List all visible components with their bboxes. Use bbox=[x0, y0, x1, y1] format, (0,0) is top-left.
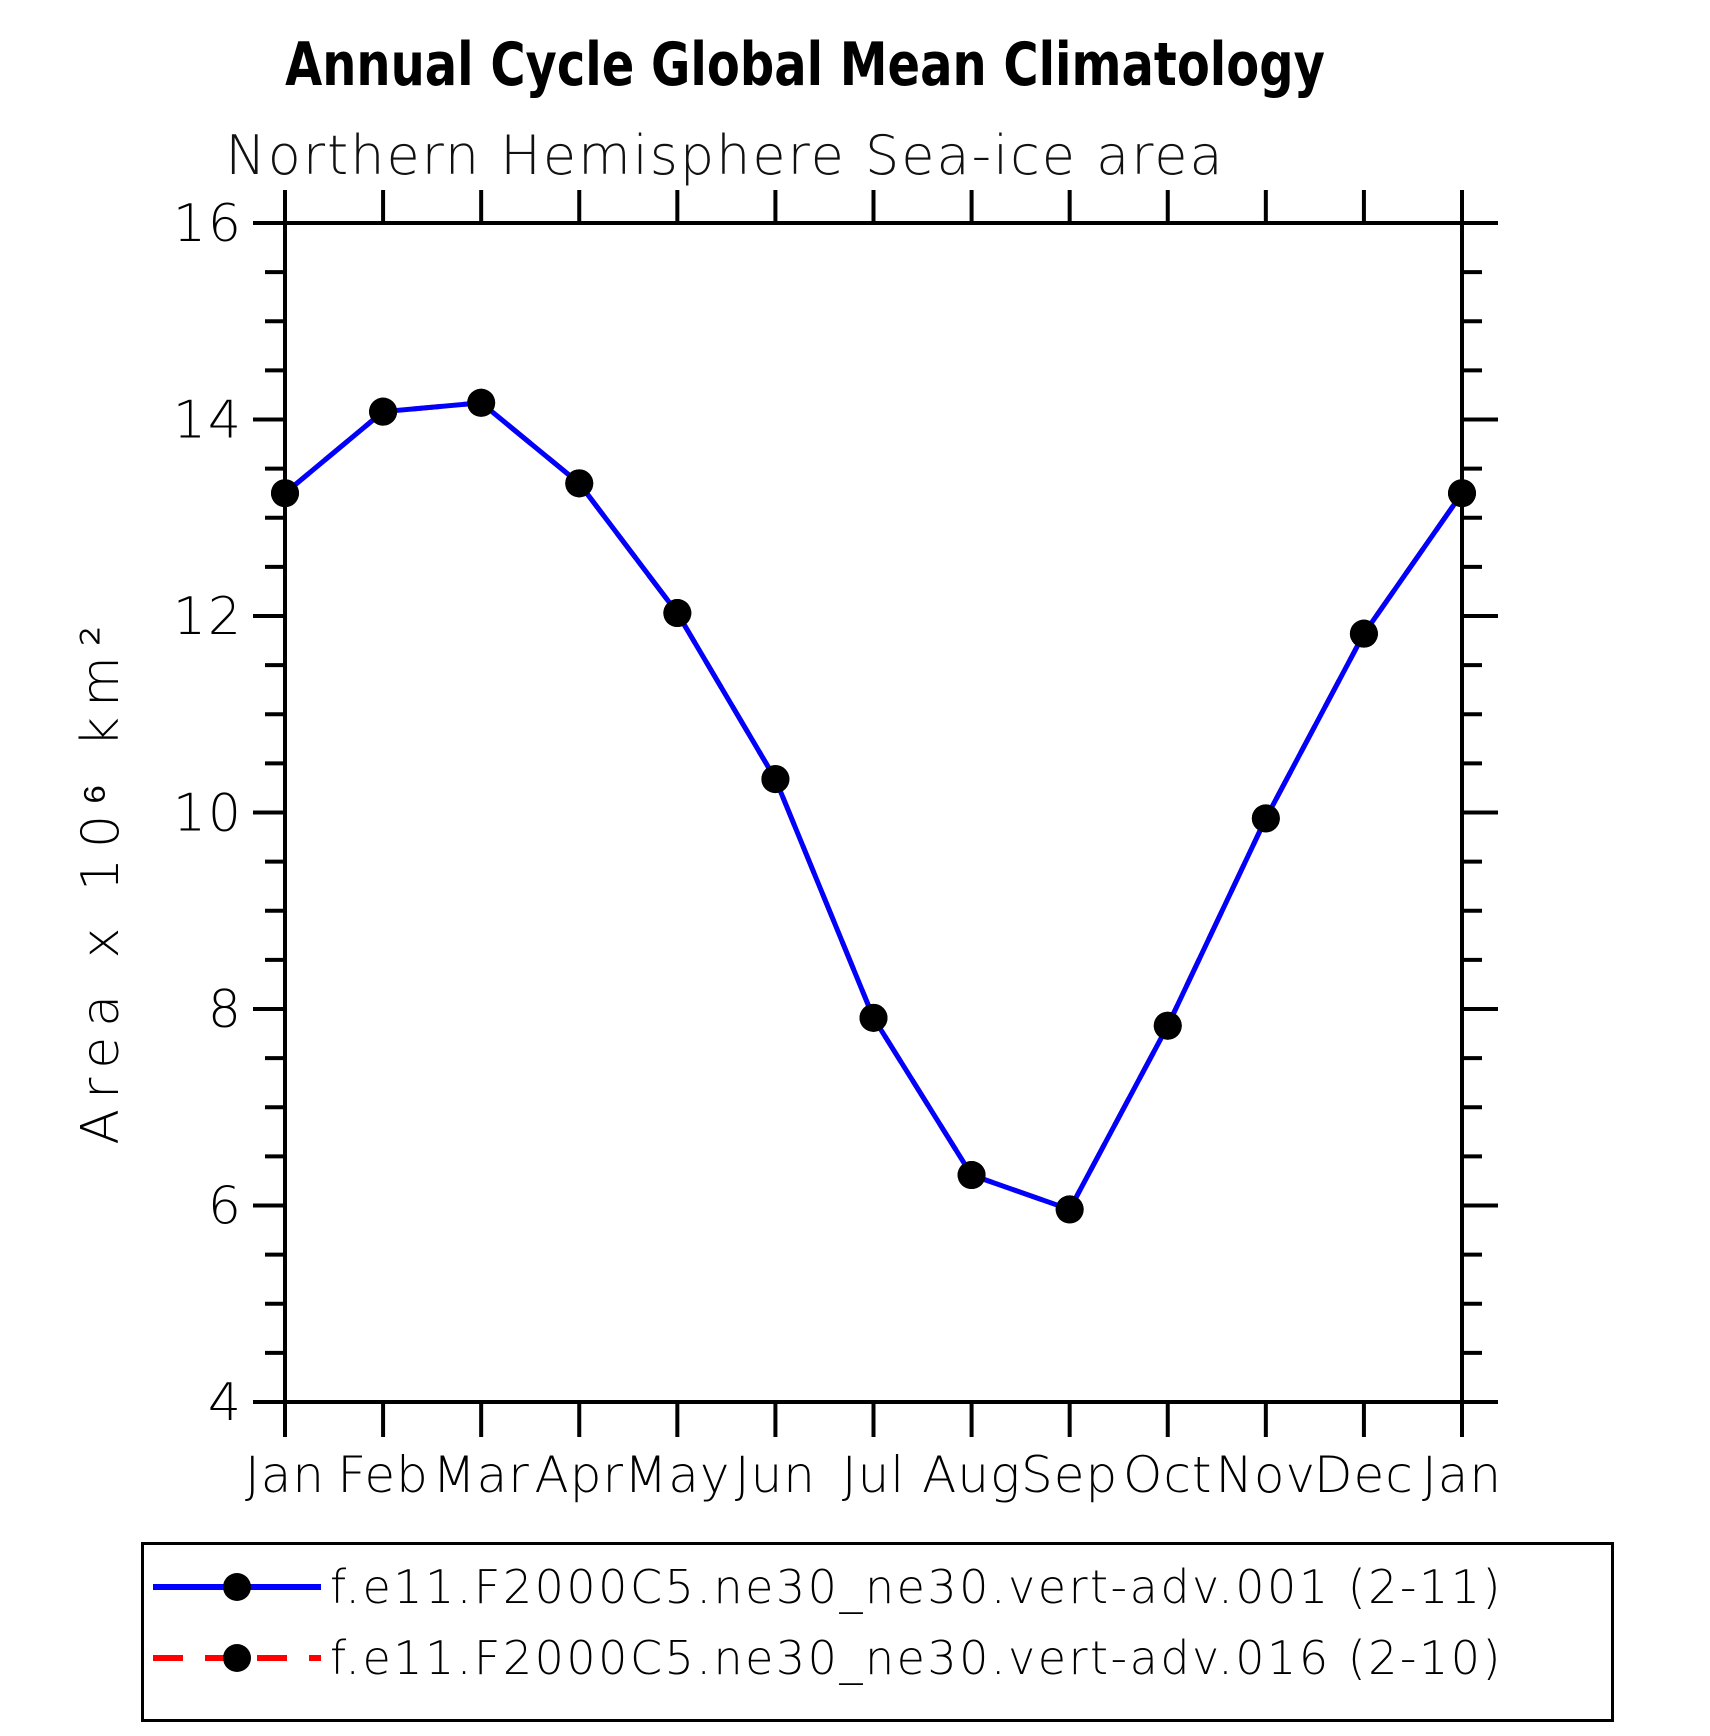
legend-marker-dot bbox=[223, 1573, 251, 1601]
x-tick-label: Aug bbox=[922, 1446, 1021, 1504]
y-tick-label: 14 bbox=[173, 391, 243, 451]
y-tick-label: 4 bbox=[208, 1373, 243, 1433]
x-tick-label: Feb bbox=[337, 1446, 429, 1504]
data-point-marker bbox=[467, 388, 496, 417]
x-tick-label: Jan bbox=[1422, 1446, 1502, 1504]
x-tick-label: May bbox=[624, 1446, 730, 1504]
x-tick-label: Oct bbox=[1123, 1446, 1212, 1504]
data-point-marker bbox=[663, 599, 692, 628]
x-tick-label: Dec bbox=[1314, 1446, 1414, 1504]
x-tick-label: Jan bbox=[245, 1446, 325, 1504]
y-tick-label: 10 bbox=[173, 784, 243, 844]
legend-label-series2: f.e11.F2000C5.ne30_ne30.vert-adv.016 (2-… bbox=[330, 1631, 1504, 1685]
data-point-marker bbox=[859, 1003, 888, 1032]
legend-marker-dot bbox=[223, 1644, 251, 1672]
data-series bbox=[271, 388, 1476, 1224]
data-point-marker bbox=[1448, 479, 1476, 508]
legend-entry-series2: f.e11.F2000C5.ne30_ne30.vert-adv.016 (2-… bbox=[149, 1631, 1504, 1685]
legend-sample-solid-blue bbox=[153, 1573, 321, 1601]
legend: f.e11.F2000C5.ne30_ne30.vert-adv.001 (2-… bbox=[141, 1542, 1614, 1722]
x-tick-label: Apr bbox=[535, 1446, 625, 1504]
series-line-dashed bbox=[283, 400, 1465, 1213]
data-point-marker bbox=[565, 469, 594, 498]
chart-title: Annual Cycle Global Mean Climatology bbox=[285, 30, 1325, 100]
chart-subtitle: Northern Hemisphere Sea-ice area bbox=[225, 124, 1225, 187]
axis-ticks bbox=[253, 190, 1498, 1437]
y-tick-label: 8 bbox=[208, 980, 243, 1040]
legend-sample-dashed-red bbox=[153, 1644, 321, 1672]
data-point-marker bbox=[271, 479, 299, 508]
data-point-marker bbox=[761, 765, 790, 794]
data-point-marker bbox=[1153, 1011, 1182, 1040]
x-tick-label: Jul bbox=[842, 1446, 905, 1504]
x-tick-label: Nov bbox=[1216, 1446, 1317, 1504]
data-point-marker bbox=[369, 397, 398, 426]
data-point-marker bbox=[1251, 804, 1280, 833]
data-point-marker bbox=[1055, 1195, 1084, 1224]
plot-border bbox=[283, 221, 1464, 1404]
series-line-solid bbox=[283, 400, 1465, 1213]
x-tick-label: Sep bbox=[1021, 1446, 1118, 1504]
x-tick-label: Mar bbox=[432, 1446, 529, 1504]
y-axis-title: Area x 10⁶ km² bbox=[71, 615, 131, 1144]
legend-entry-series1: f.e11.F2000C5.ne30_ne30.vert-adv.001 (2-… bbox=[149, 1560, 1504, 1614]
x-tick-label: Jun bbox=[735, 1446, 816, 1504]
y-tick-label: 6 bbox=[208, 1177, 243, 1237]
legend-label-series1: f.e11.F2000C5.ne30_ne30.vert-adv.001 (2-… bbox=[330, 1560, 1504, 1614]
y-tick-label: 16 bbox=[173, 194, 243, 254]
data-point-marker bbox=[1349, 619, 1378, 648]
y-tick-label: 12 bbox=[173, 587, 243, 647]
data-point-marker bbox=[957, 1161, 986, 1190]
